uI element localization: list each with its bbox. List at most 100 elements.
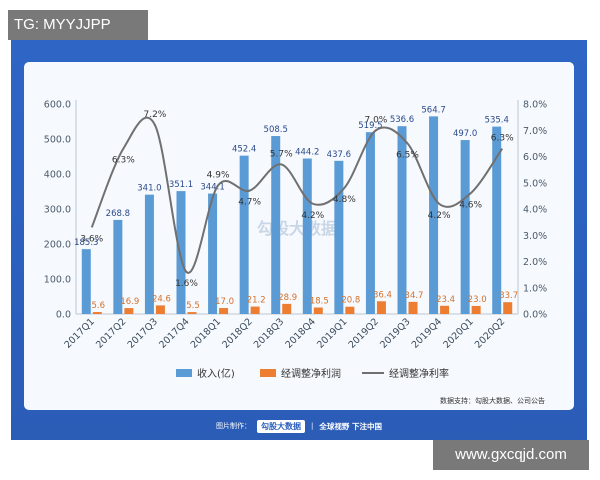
revenue-bar [365, 132, 375, 314]
profit-data-label: 23.0 [468, 295, 487, 305]
y-tick-label-left: 500.0 [44, 135, 71, 146]
y-tick-label-right: 8.0% [523, 100, 547, 111]
revenue-data-label: 452.4 [232, 145, 256, 155]
watermark-top-left: TG: MYYJJPP [8, 10, 148, 40]
y-tick-label-left: 400.0 [44, 170, 71, 181]
x-tick-label: 2018Q2 [220, 316, 254, 350]
footer-prefix: 图片制作： [216, 422, 251, 430]
x-tick-label: 2019Q3 [378, 316, 412, 350]
y-tick-label-right: 1.0% [523, 283, 547, 294]
legend-swatch-profit [260, 369, 276, 377]
profit-bar [92, 312, 102, 314]
profit-bar [376, 301, 386, 314]
rate-data-label: 1.6% [175, 279, 198, 289]
revenue-data-label: 351.1 [169, 180, 193, 190]
profit-bar [282, 303, 292, 314]
rate-data-label: 4.2% [301, 211, 324, 221]
footer-slogan: 全球视野 下注中国 [319, 421, 382, 431]
profit-data-label: 33.7 [499, 291, 518, 301]
y-tick-label-right: 7.0% [523, 126, 547, 137]
revenue-data-label: 564.7 [421, 105, 445, 115]
footer: 图片制作： 勾股大数据 | 全球视野 下注中国 [11, 412, 587, 440]
profit-data-label: 16.9 [120, 297, 139, 307]
profit-bar [408, 301, 418, 314]
revenue-bar [113, 219, 123, 314]
revenue-data-label: 344.1 [200, 183, 224, 193]
profit-data-label: 18.5 [310, 297, 329, 307]
rate-data-label: 3.6% [80, 234, 103, 244]
y-tick-label-right: 0.0% [523, 310, 547, 321]
rate-data-label: 7.2% [143, 110, 166, 120]
revenue-bar [239, 155, 249, 314]
legend-label-rate: 经调整净利率 [389, 367, 449, 380]
y-tick-label-right: 6.0% [523, 152, 547, 163]
legend-label-profit: 经调整净利润 [281, 367, 341, 380]
y-tick-label-right: 2.0% [523, 257, 547, 268]
revenue-data-label: 444.2 [295, 148, 319, 158]
profit-bar [313, 307, 323, 314]
rate-data-label: 5.7% [270, 149, 293, 159]
rate-data-label: 4.8% [333, 195, 356, 205]
y-tick-label-left: 0.0 [56, 310, 71, 321]
revenue-bar [460, 140, 470, 314]
y-tick-label-right: 3.0% [523, 231, 547, 242]
rate-line [90, 116, 504, 274]
profit-bar [440, 305, 450, 314]
rate-data-label: 4.2% [428, 211, 451, 221]
revenue-bar [397, 126, 407, 314]
revenue-data-label: 437.6 [327, 150, 351, 160]
revenue-bar [302, 158, 312, 314]
revenue-data-label: 497.0 [453, 129, 477, 139]
revenue-bar [429, 116, 439, 314]
profit-data-label: 34.7 [405, 291, 424, 301]
x-tick-label: 2019Q1 [315, 316, 349, 350]
x-tick-label: 2017Q3 [126, 316, 160, 350]
x-tick-label: 2019Q4 [410, 316, 444, 350]
x-tick-label: 2020Q1 [441, 316, 475, 350]
profit-bar [503, 302, 513, 314]
legend-label-revenue: 收入(亿) [197, 367, 235, 380]
y-tick-label-left: 200.0 [44, 240, 71, 251]
y-tick-label-left: 100.0 [44, 275, 71, 286]
chart-watermark: 勾股大数据 [257, 219, 337, 238]
profit-bar [187, 312, 197, 314]
profit-data-label: 23.4 [436, 295, 455, 305]
revenue-bar [144, 194, 154, 314]
x-tick-label: 2020Q2 [473, 316, 507, 350]
profit-bar [155, 305, 165, 314]
rate-data-label: 7.0% [364, 115, 387, 125]
legend-swatch-revenue [176, 369, 192, 377]
revenue-data-label: 508.5 [264, 125, 288, 135]
rate-data-label: 6.3% [112, 156, 135, 166]
profit-bar [124, 308, 134, 314]
rate-data-label: 6.5% [396, 150, 419, 160]
x-tick-label: 2018Q1 [189, 316, 223, 350]
profit-bar [250, 306, 260, 314]
y-tick-label-left: 300.0 [44, 205, 71, 216]
revenue-data-label: 268.8 [106, 209, 130, 219]
profit-data-label: 20.8 [341, 296, 360, 306]
rate-data-label: 4.9% [207, 170, 230, 180]
revenue-data-label: 535.4 [485, 116, 509, 126]
revenue-bar [334, 160, 344, 314]
y-tick-label-right: 4.0% [523, 205, 547, 216]
revenue-data-label: 341.0 [137, 184, 161, 194]
profit-data-label: 36.4 [373, 290, 392, 300]
rate-data-label: 4.7% [238, 198, 261, 208]
y-tick-label-right: 5.0% [523, 178, 547, 189]
watermark-bottom-right: www.gxcqjd.com [433, 440, 589, 470]
profit-data-label: 5.5 [186, 301, 200, 311]
x-tick-label: 2018Q4 [283, 316, 317, 350]
profit-bar [345, 306, 355, 314]
x-tick-label: 2019Q2 [347, 316, 381, 350]
revenue-bar [176, 191, 186, 314]
revenue-bar [271, 136, 281, 314]
y-tick-label-left: 600.0 [44, 100, 71, 111]
chart-card: 勾股大数据 0.0 100.0 200.0 300.0 400.0 500.0 600.0 0.… [24, 62, 574, 410]
revenue-bar [492, 126, 502, 314]
revenue-data-label: 519.5 [358, 121, 382, 131]
profit-data-label: 24.6 [152, 294, 171, 304]
revenue-data-label: 536.6 [390, 115, 414, 125]
x-tick-label: 2017Q4 [157, 316, 191, 350]
profit-data-label: 21.2 [247, 296, 266, 306]
